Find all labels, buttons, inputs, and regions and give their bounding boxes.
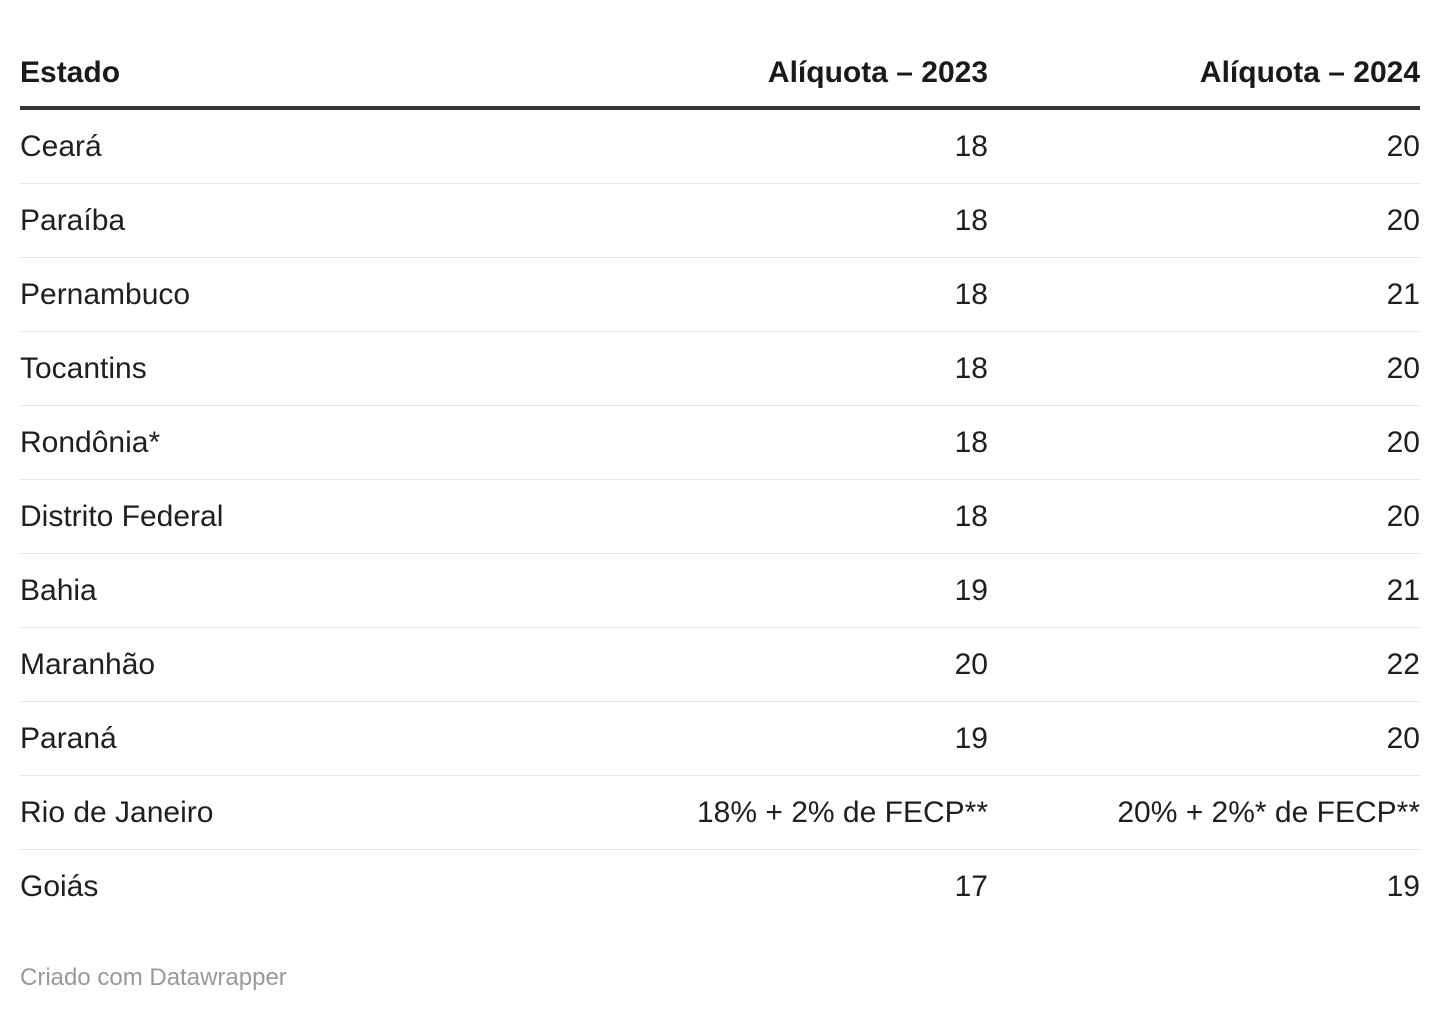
rate-2024-cell: 21 — [988, 553, 1420, 628]
rate-2023-cell: 20 — [556, 627, 988, 702]
attribution: Criado com Datawrapper — [20, 963, 1420, 993]
rate-2024-cell: 20 — [988, 701, 1420, 776]
state-cell: Paraíba — [20, 183, 556, 258]
table-row: Rio de Janeiro 18% + 2% de FECP** 20% + 2%… — [20, 775, 1420, 850]
rate-2024-cell: 19 — [1386, 870, 1420, 903]
rate-2023-cell: 18 — [556, 331, 988, 406]
state-cell: Maranhão — [20, 627, 556, 702]
rate-2023-cell: 19 — [556, 701, 988, 776]
table-row: Maranhão 20 22 — [20, 627, 1420, 702]
state-cell: Tocantins — [20, 331, 556, 406]
table-row: Distrito Federal 18 20 — [20, 479, 1420, 554]
state-cell: Rondônia* — [20, 405, 556, 480]
state-cell: Paraná — [20, 701, 556, 776]
state-cell: Distrito Federal — [20, 479, 556, 554]
state-cell: Bahia — [20, 553, 556, 628]
datawrapper-link[interactable]: Datawrapper — [149, 964, 287, 991]
table-row: Goiás 17 19 — [20, 850, 1420, 924]
rate-2023-cell: 18 — [556, 405, 988, 480]
rate-2023-cell: 18 — [556, 479, 988, 554]
rate-2024-cell: 20 — [988, 108, 1420, 184]
table-row: Paraíba 18 20 — [20, 183, 1420, 258]
table-row: Bahia 19 21 — [20, 553, 1420, 628]
rate-2024-cell: 20 — [988, 331, 1420, 406]
rates-table: Estado Alíquota – 2023 Alíquota – 2024 Cea… — [20, 55, 1420, 923]
column-header-estado: Estado — [20, 55, 556, 110]
column-header-aliquota-2024: Alíquota – 2024 — [988, 55, 1420, 110]
attribution-prefix: Criado com — [20, 964, 150, 991]
rate-2024-cell: 20 — [988, 183, 1420, 258]
rate-2024-cell: 21 — [988, 257, 1420, 332]
table-body: Ceará 18 20 Paraíba 18 20 Pernambuco 18 21 Tocant… — [20, 108, 1420, 923]
table-container: Estado Alíquota – 2023 Alíquota – 2024 Cea… — [20, 55, 1420, 923]
rate-2024-cell: 20% + 2%* de FECP** — [988, 775, 1420, 850]
table-row: Pernambuco 18 21 — [20, 257, 1420, 332]
rate-2023-cell: 18 — [556, 183, 988, 258]
state-cell: Ceará — [20, 108, 556, 184]
rate-2023-cell: 18 — [556, 108, 988, 184]
table-row: Tocantins 18 20 — [20, 331, 1420, 406]
rate-2023-cell: 18 — [556, 257, 988, 332]
table-header: Estado Alíquota – 2023 Alíquota – 2024 — [20, 55, 1420, 110]
table-header-row: Estado Alíquota – 2023 Alíquota – 2024 — [20, 55, 1420, 110]
state-cell: Pernambuco — [20, 257, 556, 332]
state-cell: Rio de Janeiro — [20, 775, 556, 850]
column-header-aliquota-2023: Alíquota – 2023 — [556, 55, 988, 110]
rate-2023-cell: 19 — [556, 553, 988, 628]
rate-2024-cell: 20 — [988, 405, 1420, 480]
table-row: Paraná 19 20 — [20, 701, 1420, 776]
table-row: Ceará 18 20 — [20, 108, 1420, 184]
rate-2023-cell: 18% + 2% de FECP** — [556, 775, 988, 850]
state-cell: Goiás — [20, 870, 99, 903]
rate-2024-cell: 22 — [988, 627, 1420, 702]
rate-2023-cell: 17 — [954, 870, 988, 903]
rate-2024-cell: 20 — [988, 479, 1420, 554]
table-row: Rondônia* 18 20 — [20, 405, 1420, 480]
